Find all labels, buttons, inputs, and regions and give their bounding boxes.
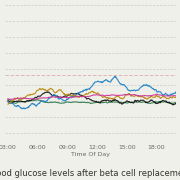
X-axis label: Time Of Day: Time Of Day <box>71 152 110 157</box>
Text: Blood glucose levels after beta cell replacement: Blood glucose levels after beta cell rep… <box>0 169 180 178</box>
